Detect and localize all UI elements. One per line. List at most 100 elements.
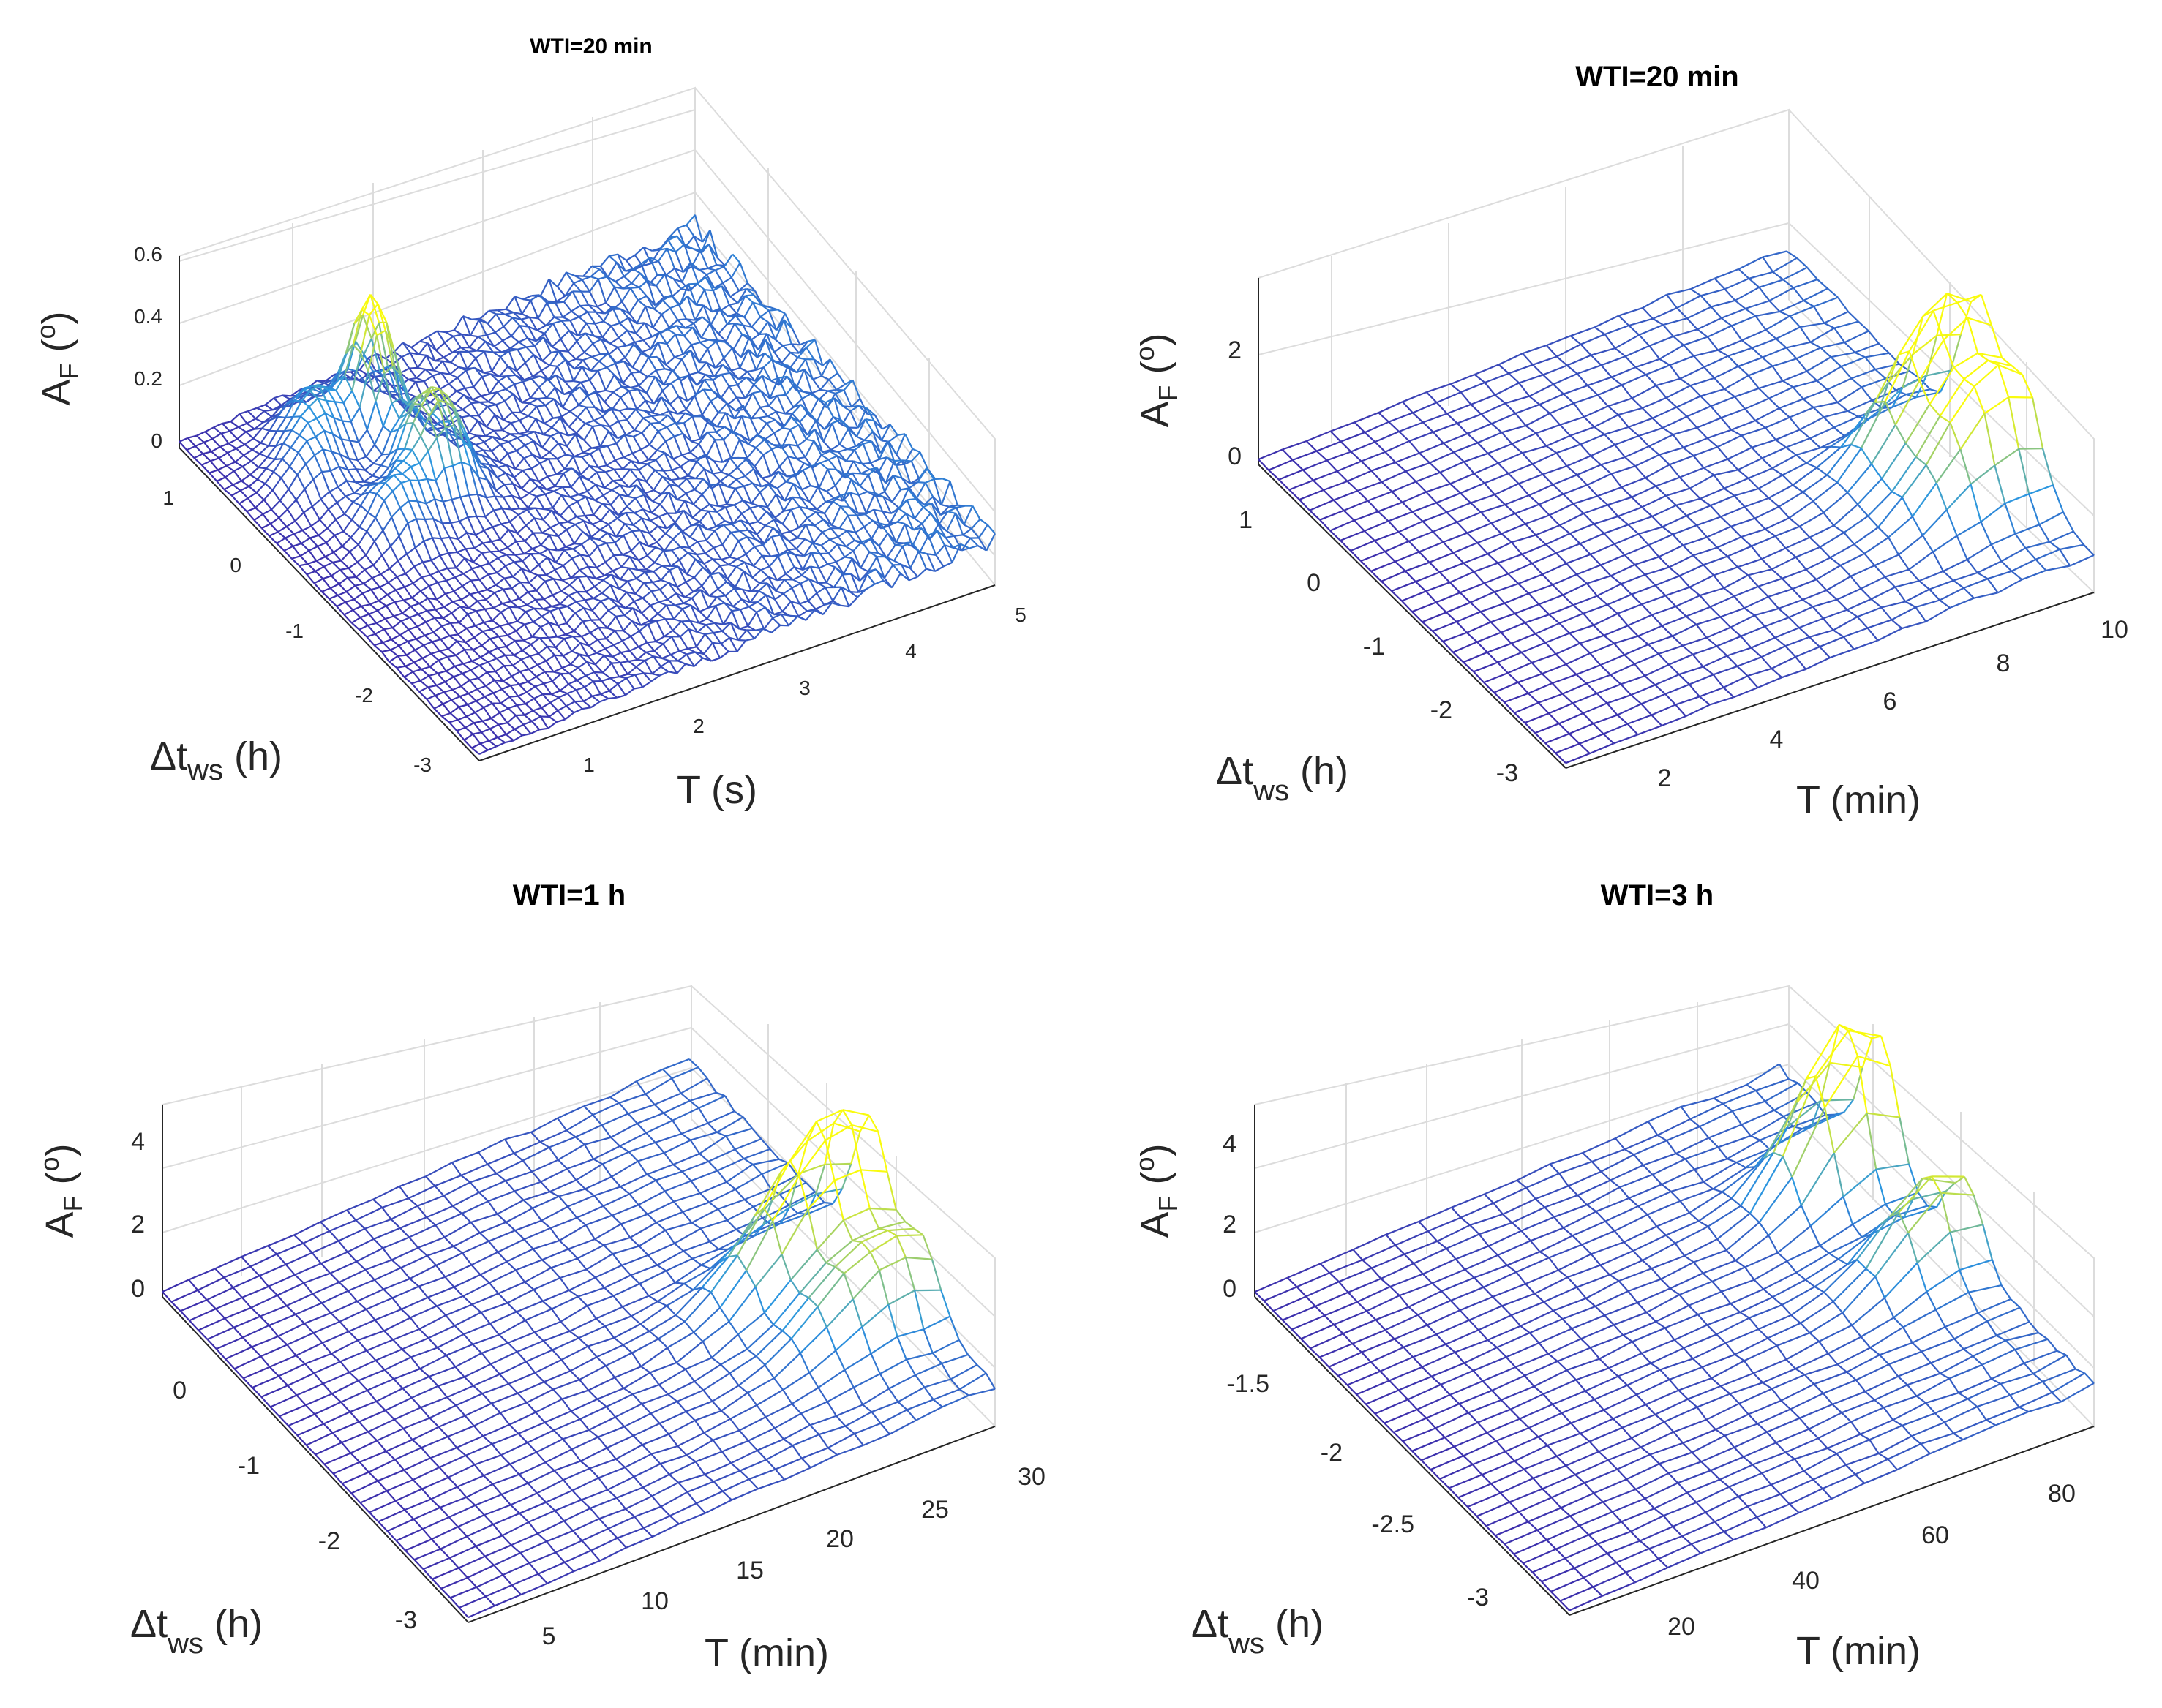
mesh-line-dt: [536, 676, 545, 685]
mesh-line-T: [528, 485, 538, 494]
mesh-line-T: [252, 442, 262, 451]
mesh-line-T: [684, 591, 694, 598]
mesh-line-T: [559, 350, 568, 353]
mesh-line-T: [1532, 355, 1558, 366]
mesh-line-dt: [590, 276, 599, 280]
mesh-line-T: [449, 536, 459, 541]
y-tick: 0: [230, 554, 241, 576]
mesh-line-T: [814, 519, 824, 527]
mesh-line-dt: [402, 473, 411, 481]
mesh-line-T: [674, 353, 683, 358]
mesh-line-T: [837, 543, 847, 548]
mesh-line-dt: [589, 537, 598, 547]
mesh-line-dt: [522, 723, 532, 734]
mesh-line-dt: [775, 339, 784, 347]
mesh-line-T: [329, 594, 339, 600]
mesh-line-T: [540, 534, 550, 546]
mesh-line-dt: [705, 624, 715, 633]
mesh-line-dt: [634, 512, 642, 519]
mesh-line-dt: [293, 533, 302, 544]
mesh-line-dt: [806, 438, 814, 442]
mesh-line-dt: [715, 605, 724, 625]
mesh-line-T: [340, 551, 350, 562]
mesh-line-dt: [620, 479, 630, 488]
mesh-line-T: [382, 516, 393, 531]
x-tick: 3: [799, 677, 811, 699]
mesh-line-T: [863, 520, 874, 528]
mesh-line-dt: [852, 473, 861, 487]
mesh-line-dt: [730, 532, 740, 542]
mesh-line-T: [410, 352, 419, 355]
mesh-line-T: [203, 437, 213, 443]
mesh-line-T: [713, 364, 724, 377]
mesh-line-dt: [614, 542, 623, 556]
mesh-line-dt: [484, 696, 493, 704]
mesh-line-dt: [756, 434, 765, 441]
mesh-line-T: [492, 612, 502, 622]
mesh-line-dt: [449, 373, 458, 379]
mesh-line-T: [668, 410, 678, 415]
mesh-line-dt: [909, 568, 919, 578]
mesh-line-T: [548, 710, 558, 718]
mesh-line-T: [631, 448, 642, 454]
mesh-line-T: [470, 664, 480, 671]
mesh-line-dt: [595, 391, 604, 413]
mesh-line-dt: [533, 621, 541, 628]
mesh-line-T: [849, 492, 860, 496]
mesh-line-T: [582, 266, 593, 277]
mesh-line-T: [421, 401, 431, 407]
mesh-line-dt: [642, 247, 652, 264]
mesh-line-T: [788, 616, 798, 627]
mesh-line-dt: [592, 524, 601, 531]
mesh-line-dt: [393, 474, 402, 484]
mesh-line-dt: [398, 645, 408, 656]
mesh-line-dt: [234, 461, 244, 467]
mesh-line-dt: [702, 304, 712, 326]
mesh-line-T: [914, 506, 924, 519]
mesh-line-dt: [651, 415, 660, 424]
mesh-line-T: [576, 423, 586, 434]
mesh-line-T: [736, 396, 746, 399]
mesh-line-dt: [538, 386, 547, 399]
mesh-line-T: [546, 485, 555, 491]
mesh-line-T: [500, 433, 511, 440]
mesh-line-T: [399, 500, 410, 509]
mesh-line-T: [397, 654, 407, 657]
mesh-line-dt: [726, 402, 735, 419]
mesh-line-dt: [723, 358, 732, 372]
mesh-line-dt: [639, 541, 648, 557]
mesh-line-dt: [359, 526, 368, 533]
mesh-line-dt: [656, 449, 665, 454]
mesh-line-dt: [682, 433, 691, 453]
mesh-line-T: [537, 660, 547, 666]
mesh-line-dt: [706, 617, 716, 624]
mesh-line-T: [414, 644, 424, 651]
mesh-line-T: [455, 557, 465, 569]
mesh-line-T: [402, 402, 413, 417]
mesh-line-T: [640, 530, 650, 535]
mesh-line-T: [228, 438, 238, 445]
mesh-line-T: [838, 448, 848, 453]
mesh-line-dt: [661, 492, 669, 495]
mesh-line-dt: [503, 484, 513, 497]
mesh-line-T: [799, 411, 809, 423]
mesh-line-T: [544, 680, 553, 685]
mesh-line-T: [460, 494, 470, 498]
mesh-line-dt: [467, 704, 476, 713]
mesh-line-dt: [364, 569, 373, 579]
mesh-line-T: [487, 467, 498, 478]
mesh-line-dt: [851, 557, 861, 582]
mesh-line-dt: [349, 551, 359, 563]
mesh-line-T: [649, 342, 659, 358]
mesh-line-T: [574, 607, 585, 614]
mesh-line-T: [525, 517, 536, 527]
mesh-line-dt: [536, 495, 545, 510]
mesh-line-T: [393, 612, 403, 617]
mesh-line-dt: [1666, 294, 1678, 309]
mesh-line-dt: [751, 392, 761, 408]
mesh-line-T: [684, 500, 694, 505]
mesh-line-dt: [470, 449, 480, 478]
mesh-line-T: [736, 475, 746, 481]
mesh-line-dt: [470, 579, 479, 593]
mesh-line-dt: [402, 342, 411, 354]
